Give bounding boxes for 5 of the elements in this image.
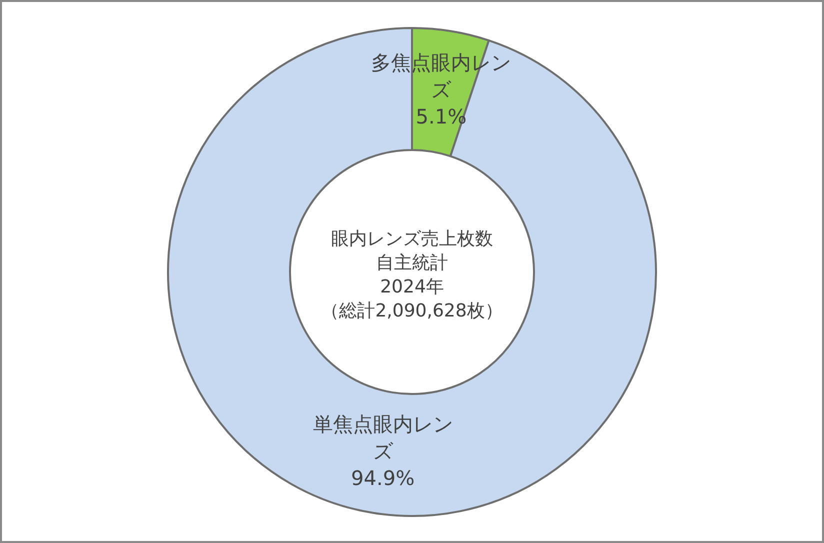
text: 2024年	[380, 276, 444, 298]
text: 眼内レンズ売上枚数自主統計	[331, 228, 493, 274]
data-label: 94.9%	[351, 466, 415, 490]
slice-label: 単焦点眼内レンズ	[312, 412, 453, 463]
text: （総計2,090,628枚）	[321, 300, 503, 322]
